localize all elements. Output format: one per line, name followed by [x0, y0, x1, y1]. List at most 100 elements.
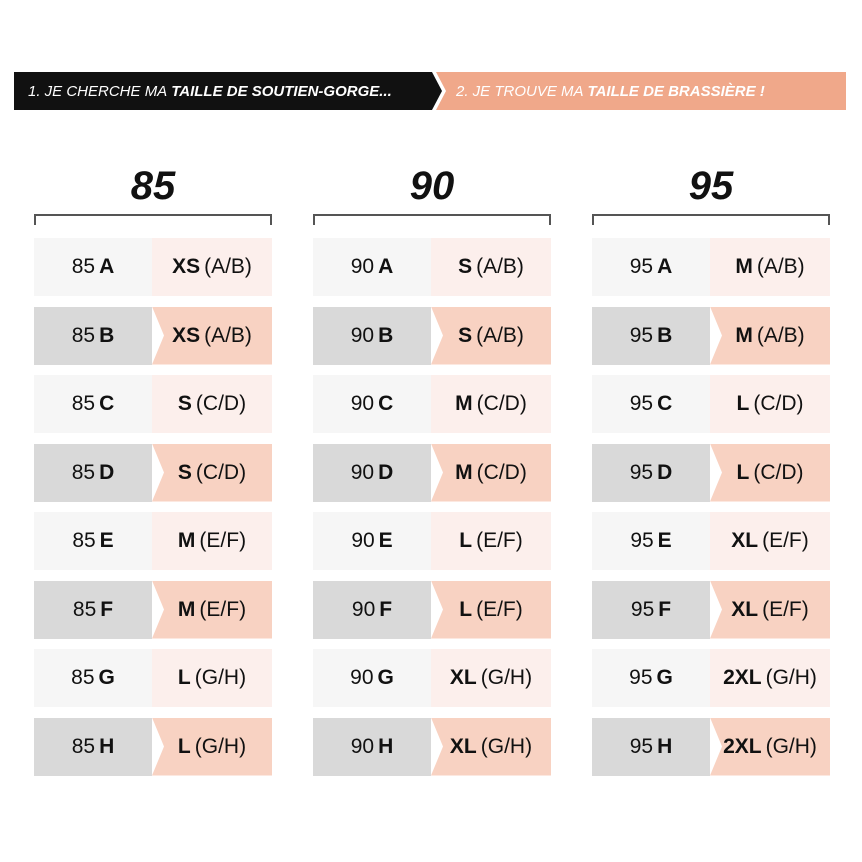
band-number: 90: [350, 255, 375, 278]
cup-letter: C: [657, 392, 673, 415]
cup-letter: G: [656, 666, 673, 689]
cup-range: (G/H): [194, 734, 247, 758]
brassiere-size: XL: [449, 666, 477, 689]
bra-size-cell: 90 E: [313, 512, 431, 570]
cup-range: (E/F): [199, 597, 247, 621]
brassiere-size: L: [459, 597, 473, 621]
band-number: 85: [71, 255, 96, 278]
band-number: 95: [630, 529, 654, 552]
bra-size-cell: 95 H: [592, 717, 710, 776]
brassiere-size: L: [177, 666, 191, 689]
bra-size-cell: 95 D: [592, 443, 710, 502]
cup-letter: A: [657, 255, 673, 278]
size-row: 95 G 2XL (G/H): [592, 649, 830, 707]
cup-letter: H: [378, 734, 394, 758]
size-row: 85 G L (G/H): [34, 649, 272, 707]
size-column-95: 95 95 A M (A/B) 95 B M (A/B) 95 C L (C/D) 95 D L (C/D) 95…: [592, 160, 830, 786]
brassiere-size-cell: XS (A/B): [152, 306, 272, 365]
brassiere-size-cell: XL (G/H): [431, 649, 551, 707]
cup-letter: E: [378, 529, 393, 552]
cup-letter: B: [378, 323, 394, 347]
cup-range: (A/B): [756, 255, 805, 278]
size-row: 90 B S (A/B): [313, 306, 551, 365]
cup-letter: H: [657, 734, 673, 758]
cup-range: (C/D): [753, 460, 804, 484]
size-row: 90 A S (A/B): [313, 238, 551, 296]
column-title: 95: [688, 164, 734, 208]
cup-range: (G/H): [765, 734, 817, 758]
cup-letter: F: [658, 597, 672, 621]
size-row: 95 A M (A/B): [592, 238, 830, 296]
band-number: 95: [629, 392, 654, 415]
brassiere-size: XL: [449, 734, 477, 758]
brassiere-size-cell: XL (E/F): [710, 512, 830, 570]
cup-letter: A: [378, 255, 394, 278]
bra-size-cell: 85 D: [34, 443, 152, 502]
bra-size-cell: 90 H: [313, 717, 431, 776]
brassiere-size: L: [459, 529, 473, 552]
step-2-prefix: 2. JE TROUVE MA: [456, 82, 584, 100]
cup-range: (E/F): [476, 597, 523, 621]
brassiere-size-cell: S (A/B): [431, 306, 551, 365]
band-number: 85: [71, 392, 96, 415]
bra-size-cell: 90 A: [313, 238, 431, 296]
brassiere-size: 2XL: [723, 666, 762, 689]
size-row: 85 B XS (A/B): [34, 306, 272, 365]
brassiere-size: M: [177, 529, 196, 552]
brassiere-size: L: [177, 734, 191, 758]
cup-letter: D: [657, 460, 673, 484]
brassiere-size-cell: M (E/F): [152, 580, 272, 639]
band-number: 95: [629, 460, 654, 484]
size-row: 90 E L (E/F): [313, 512, 551, 570]
size-column-85: 85 85 A XS (A/B) 85 B XS (A/B) 85 C S (C/D) 85 D S (C/D)…: [34, 160, 272, 786]
brassiere-size: S: [458, 323, 473, 347]
bra-size-cell: 95 B: [592, 306, 710, 365]
brassiere-size: XS: [172, 255, 201, 278]
brassiere-size: L: [736, 460, 750, 484]
bra-size-cell: 90 B: [313, 306, 431, 365]
cup-letter: B: [99, 323, 115, 347]
brassiere-size-cell: S (C/D): [152, 443, 272, 502]
band-number: 95: [629, 666, 653, 689]
brassiere-size: 2XL: [723, 734, 762, 758]
bra-size-cell: 95 F: [592, 580, 710, 639]
column-bracket: [313, 214, 551, 225]
step-2-bold: TAILLE DE BRASSIÈRE !: [587, 82, 765, 100]
column-title: 85: [130, 164, 176, 208]
brassiere-size-cell: L (E/F): [431, 512, 551, 570]
brassiere-size-cell: M (A/B): [710, 238, 830, 296]
size-row: 90 G XL (G/H): [313, 649, 551, 707]
step-banner: 1. JE CHERCHE MA TAILLE DE SOUTIEN-GORGE…: [14, 72, 846, 110]
brassiere-size-cell: M (A/B): [710, 306, 830, 365]
step-2-banner: 2. JE TROUVE MA TAILLE DE BRASSIÈRE !: [436, 72, 846, 110]
band-number: 90: [350, 460, 375, 484]
column-bracket: [34, 214, 272, 225]
cup-range: (E/F): [762, 529, 809, 552]
bra-size-cell: 95 A: [592, 238, 710, 296]
size-row: 90 H XL (G/H): [313, 717, 551, 776]
size-column-90: 90 90 A S (A/B) 90 B S (A/B) 90 C M (C/D) 90 D M (C/D) 90…: [313, 160, 551, 786]
brassiere-size-cell: M (C/D): [431, 375, 551, 433]
band-number: 85: [71, 666, 95, 689]
band-number: 85: [72, 597, 97, 621]
brassiere-size-cell: L (G/H): [152, 649, 272, 707]
step-1-prefix: 1. JE CHERCHE MA: [28, 82, 168, 100]
band-number: 85: [71, 460, 96, 484]
band-number: 90: [351, 529, 375, 552]
size-row: 90 D M (C/D): [313, 443, 551, 502]
band-number: 95: [630, 597, 655, 621]
size-row: 90 F L (E/F): [313, 580, 551, 639]
band-number: 85: [72, 529, 96, 552]
brassiere-size: XL: [731, 597, 759, 621]
cup-letter: D: [378, 460, 394, 484]
band-number: 85: [71, 323, 96, 347]
size-row: 95 E XL (E/F): [592, 512, 830, 570]
bra-size-cell: 90 D: [313, 443, 431, 502]
bra-size-cell: 95 G: [592, 649, 710, 707]
step-1-bold: TAILLE DE SOUTIEN-GORGE...: [171, 82, 392, 100]
brassiere-size-cell: M (E/F): [152, 512, 272, 570]
cup-range: (E/F): [476, 529, 523, 552]
bra-size-cell: 85 E: [34, 512, 152, 570]
cup-range: (G/H): [480, 734, 533, 758]
cup-range: (G/H): [765, 666, 817, 689]
